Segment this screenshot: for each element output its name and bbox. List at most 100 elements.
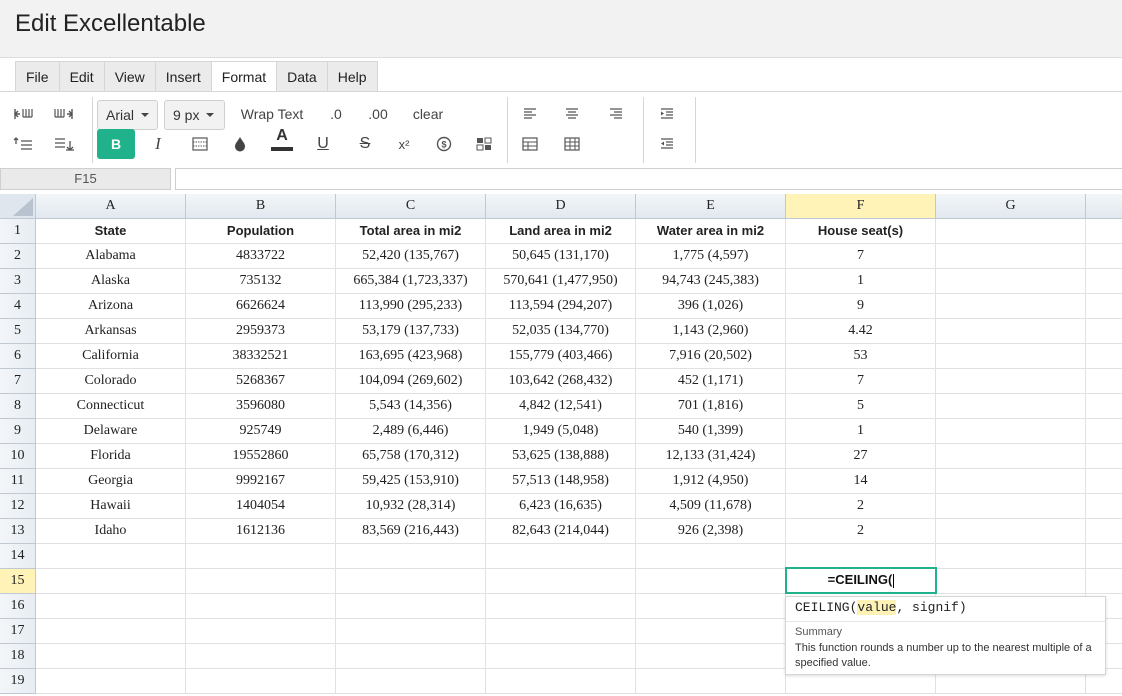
merge-cells-button[interactable] [516,130,544,158]
table-cell[interactable]: 52,035 (134,770) [486,319,636,344]
column-header-c[interactable]: C [336,194,486,219]
indent-decrease-button[interactable] [653,130,681,158]
table-cell[interactable]: 1 [786,419,936,444]
align-center-button[interactable] [558,100,586,128]
table-cell[interactable]: 1612136 [186,519,336,544]
row-header-5[interactable]: 5 [0,319,36,344]
table-cell[interactable] [336,594,486,619]
column-header-b[interactable]: B [186,194,336,219]
table-cell[interactable] [1086,469,1122,494]
table-cell[interactable] [186,569,336,594]
table-cell[interactable] [36,569,186,594]
table-cell[interactable]: 27 [786,444,936,469]
table-cell[interactable]: Alabama [36,244,186,269]
insert-row-above-button[interactable] [9,130,37,158]
row-header-17[interactable]: 17 [0,619,36,644]
table-cell[interactable]: Idaho [36,519,186,544]
table-cell[interactable]: 38332521 [186,344,336,369]
row-header-3[interactable]: 3 [0,269,36,294]
menu-data[interactable]: Data [276,61,327,92]
table-cell[interactable]: 163,695 (423,968) [336,344,486,369]
insert-column-left-button[interactable] [9,100,37,128]
table-cell[interactable]: 701 (1,816) [636,394,786,419]
header-cell[interactable] [936,219,1086,244]
header-cell[interactable]: House seat(s) [786,219,936,244]
align-left-button[interactable] [516,100,544,128]
row-header-18[interactable]: 18 [0,644,36,669]
table-cell[interactable] [1086,519,1122,544]
table-cell[interactable] [486,544,636,569]
table-cell[interactable]: 452 (1,171) [636,369,786,394]
table-cell[interactable] [636,594,786,619]
cell-reference-box[interactable]: F15 [0,168,171,190]
decrease-decimal-button[interactable]: .0 [330,106,342,122]
table-cell[interactable]: 570,641 (1,477,950) [486,269,636,294]
table-cell[interactable] [936,294,1086,319]
row-header-8[interactable]: 8 [0,394,36,419]
table-cell[interactable] [336,644,486,669]
row-header-16[interactable]: 16 [0,594,36,619]
indent-increase-button[interactable] [653,100,681,128]
table-cell[interactable]: 926 (2,398) [636,519,786,544]
table-cell[interactable] [1086,269,1122,294]
table-cell[interactable]: 2 [786,494,936,519]
table-cell[interactable] [936,419,1086,444]
row-header-10[interactable]: 10 [0,444,36,469]
table-cell[interactable] [1086,544,1122,569]
table-cell[interactable]: 113,594 (294,207) [486,294,636,319]
unmerge-cells-button[interactable] [558,130,586,158]
table-cell[interactable]: 59,425 (153,910) [336,469,486,494]
table-cell[interactable] [636,569,786,594]
table-cell[interactable]: 5,543 (14,356) [336,394,486,419]
table-cell[interactable] [636,669,786,694]
row-header-11[interactable]: 11 [0,469,36,494]
table-cell[interactable] [486,569,636,594]
table-cell[interactable]: 4,842 (12,541) [486,394,636,419]
table-cell[interactable]: 94,743 (245,383) [636,269,786,294]
cell-editor[interactable]: =CEILING( [785,567,937,594]
formula-input[interactable] [175,168,1122,190]
table-cell[interactable]: 7 [786,369,936,394]
row-header-7[interactable]: 7 [0,369,36,394]
header-cell[interactable]: Land area in mi2 [486,219,636,244]
table-cell[interactable]: 1,949 (5,048) [486,419,636,444]
currency-button[interactable]: $ [430,130,458,158]
table-cell[interactable] [336,669,486,694]
row-header-15[interactable]: 15 [0,569,36,594]
table-cell[interactable] [936,669,1086,694]
menu-file[interactable]: File [15,61,59,92]
table-cell[interactable]: 2959373 [186,319,336,344]
table-cell[interactable]: 2,489 (6,446) [336,419,486,444]
table-cell[interactable]: 113,990 (295,233) [336,294,486,319]
table-cell[interactable]: 14 [786,469,936,494]
header-cell[interactable]: Water area in mi2 [636,219,786,244]
table-cell[interactable] [36,594,186,619]
superscript-button[interactable]: x² [398,136,410,152]
table-cell[interactable] [1086,494,1122,519]
table-cell[interactable]: 4833722 [186,244,336,269]
table-cell[interactable]: 53,625 (138,888) [486,444,636,469]
table-cell[interactable]: 4,509 (11,678) [636,494,786,519]
table-cell[interactable] [486,594,636,619]
clear-format-button[interactable]: clear [412,106,444,122]
table-cell[interactable] [186,669,336,694]
table-cell[interactable] [36,669,186,694]
table-cell[interactable] [1086,294,1122,319]
table-cell[interactable]: 2 [786,519,936,544]
table-cell[interactable]: 9 [786,294,936,319]
menu-format[interactable]: Format [210,61,277,92]
row-header-1[interactable]: 1 [0,219,36,244]
borders-button[interactable] [186,130,214,158]
table-cell[interactable] [186,619,336,644]
select-all-corner[interactable] [0,194,36,219]
font-family-select[interactable]: Arial [97,100,158,130]
table-cell[interactable] [1086,569,1122,594]
table-cell[interactable]: Hawaii [36,494,186,519]
table-cell[interactable] [186,544,336,569]
table-cell[interactable] [1086,244,1122,269]
table-cell[interactable]: 540 (1,399) [636,419,786,444]
table-cell[interactable] [186,594,336,619]
table-cell[interactable] [1086,344,1122,369]
table-cell[interactable] [1086,369,1122,394]
column-header-overflow[interactable] [1086,194,1122,219]
